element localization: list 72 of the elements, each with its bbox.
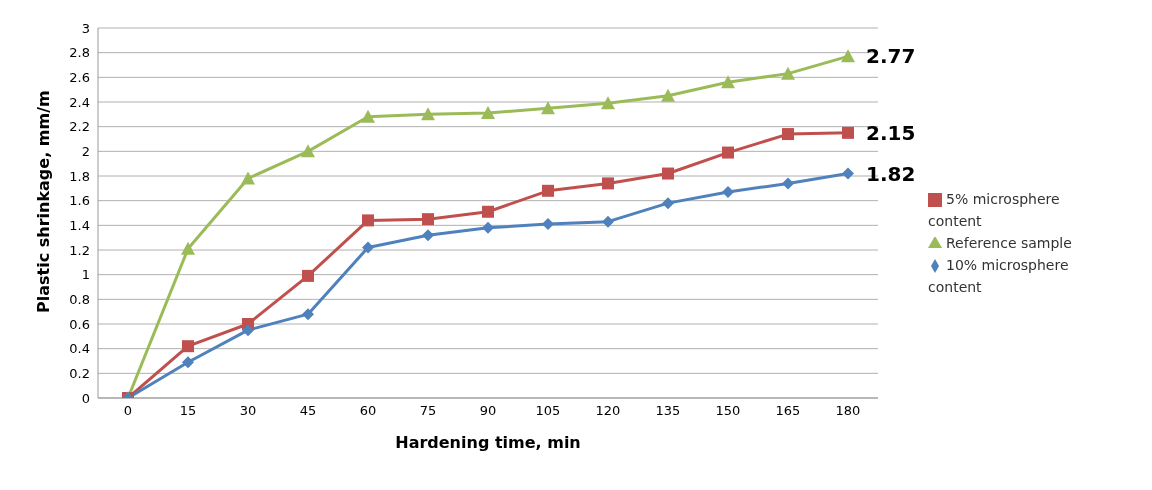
point: [481, 106, 495, 120]
point: [601, 96, 615, 110]
point: [182, 356, 194, 369]
point: [841, 49, 855, 63]
point: [782, 128, 794, 141]
point: [362, 241, 374, 254]
x-tick-label: 15: [179, 403, 197, 419]
x-tick-label: 75: [419, 403, 437, 419]
legend-label: 5% microsphere content: [928, 191, 1060, 229]
x-tick-label: 105: [535, 403, 561, 419]
point: [541, 101, 555, 115]
y-tick-label: 1.2: [69, 242, 90, 258]
x-tick-label: 0: [123, 403, 133, 419]
point: [842, 167, 854, 180]
point: [361, 109, 375, 123]
point: [782, 177, 794, 190]
point: [302, 308, 314, 321]
y-tick-label: 0: [81, 390, 90, 406]
point: [722, 186, 734, 199]
x-tick-label: 135: [655, 403, 681, 419]
point: [182, 340, 194, 353]
point: [301, 144, 315, 158]
x-axis-title: Hardening time, min: [395, 433, 581, 452]
x-tick-label: 120: [595, 403, 621, 419]
x-tick-label: 180: [835, 403, 861, 419]
y-tick-label: 1.4: [69, 217, 90, 233]
point: [542, 184, 554, 197]
x-tick-label: 165: [775, 403, 801, 419]
y-tick-label: 0.8: [69, 291, 90, 307]
point: [542, 218, 554, 231]
x-tick-label: 30: [239, 403, 257, 419]
y-tick-label: 2.6: [69, 69, 90, 85]
y-tick-label: 2.4: [69, 94, 90, 110]
point: [602, 177, 614, 190]
y-axis-title: Plastic shrinkage, mm/m: [33, 90, 53, 313]
point: [842, 126, 854, 139]
point: [242, 324, 254, 337]
point: [482, 221, 494, 234]
y-tick-label: 0.4: [69, 341, 90, 357]
data-label: 1.82: [866, 161, 916, 186]
point: [482, 205, 494, 218]
y-tick-label: 1.6: [69, 193, 90, 209]
y-tick-label: 2.2: [69, 119, 90, 135]
point: [662, 197, 674, 210]
y-tick-label: 2.8: [69, 45, 90, 61]
point: [781, 66, 795, 80]
legend-label: 10% microsphere content: [928, 257, 1069, 295]
legend-label: Reference sample: [946, 235, 1072, 251]
point: [422, 229, 434, 242]
data-label: 2.77: [866, 44, 916, 69]
y-tick-label: 0.6: [69, 316, 90, 332]
y-tick-label: 3: [81, 20, 90, 36]
point: [722, 146, 734, 159]
y-tick-label: 1: [81, 267, 90, 283]
point: [421, 107, 435, 121]
point: [302, 269, 314, 282]
x-tick-label: 60: [359, 403, 377, 419]
data-label: 2.15: [866, 120, 916, 145]
x-tick-label: 45: [299, 403, 317, 419]
point: [661, 88, 675, 102]
y-tick-label: 2: [81, 143, 90, 159]
y-tick-label: 0.2: [69, 365, 90, 381]
x-tick-label: 150: [715, 403, 741, 419]
y-tick-label: 1.8: [69, 168, 90, 184]
point: [662, 167, 674, 180]
point: [721, 75, 735, 89]
point: [602, 215, 614, 228]
point: [422, 213, 434, 226]
point: [181, 241, 195, 255]
point: [362, 214, 374, 227]
point: [241, 171, 255, 185]
x-tick-label: 90: [479, 403, 497, 419]
